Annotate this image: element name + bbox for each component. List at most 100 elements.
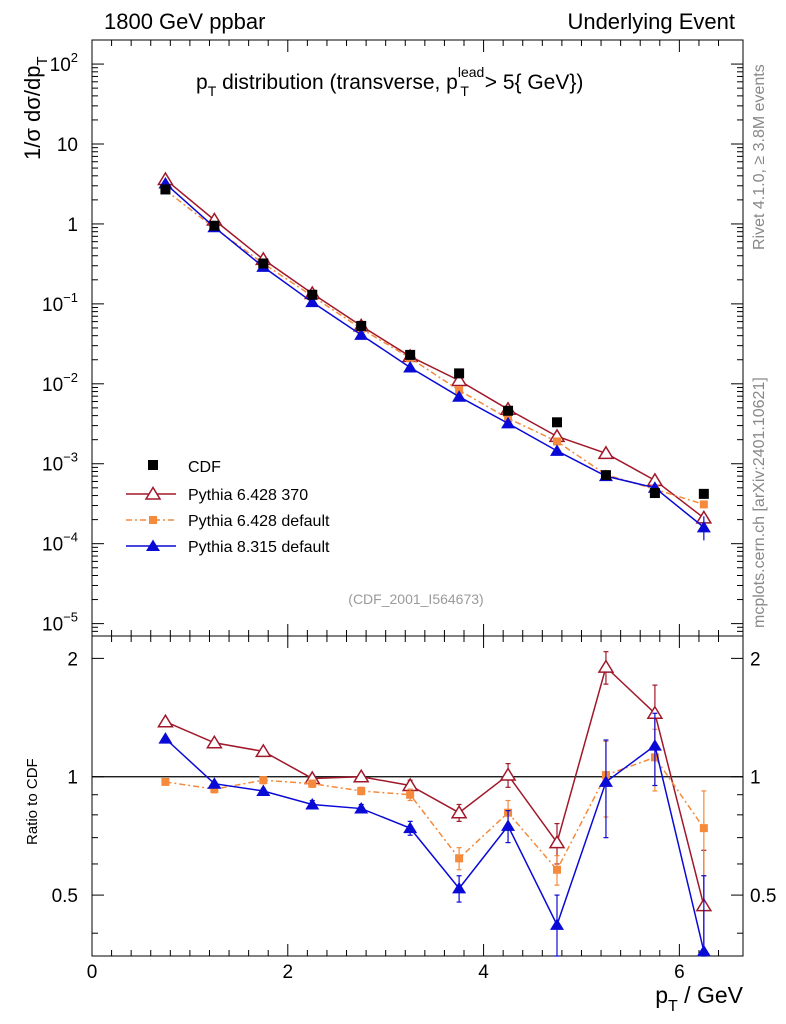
ratio-point-pythia-6-428-370 [352, 768, 370, 783]
legend-entry-pythia-8315-default: Pythia 8.315 default [126, 539, 330, 556]
ratio-point-pythia-6-428-default [699, 824, 708, 833]
mcplots-label: mcplots.cern.ch [arXiv:2401.10621] [751, 377, 768, 628]
legend-label-pythia-6428-default: Pythia 6.428 default [188, 513, 330, 530]
ratio-point-pythia-6-428-default [406, 790, 415, 799]
ratio-point-pythia-8-315-default [305, 797, 320, 810]
main-point-pythia-6-428-default [699, 500, 708, 509]
ratio-y-tick-label-right: 2 [750, 649, 761, 670]
ratio-point-pythia-6-428-default [308, 779, 317, 788]
ratio-point-pythia-6-428-370 [499, 767, 517, 781]
ratio-point-pythia-8-315-default [354, 802, 369, 814]
x-tick-label: 2 [283, 962, 294, 983]
main-point-pythia-8-315-default [696, 520, 711, 533]
ratio-y-tick-label-left: 0.5 [52, 886, 78, 907]
main-point-pythia-8-315-default [452, 390, 467, 402]
main-point-cdf [649, 488, 660, 499]
ratio-point-pythia-8-315-default [158, 732, 173, 744]
ratio-ticks: 0.5 0.5 1 1 2 2 0 2 4 6 [52, 636, 776, 983]
main-point-pythia-8-315-default [550, 444, 564, 456]
ratio-point-pythia-8-315-default [696, 944, 711, 957]
legend-label-pythia-6428-370: Pythia 6.428 370 [188, 487, 308, 504]
legend-label-cdf: CDF [188, 459, 221, 476]
ratio-point-pythia-6-428-default [553, 865, 561, 874]
ratio-y-tick-label-left: 1 [67, 768, 78, 789]
ratio-point-pythia-6-428-370 [548, 834, 566, 849]
header-right: Underlying Event [567, 9, 735, 34]
x-tick-label: 0 [87, 962, 98, 983]
header-left: 1800 GeV ppbar [104, 9, 265, 34]
ratio-series [157, 651, 713, 957]
ratio-plot-frame [91, 635, 744, 957]
legend-entry-pythia-6428-default: Pythia 6.428 default [126, 513, 330, 530]
main-plot: pT distribution (transverse, plead T > 5{… [20, 39, 744, 637]
legend-label-pythia-8315-default: Pythia 8.315 default [188, 539, 330, 556]
main-point-cdf [503, 405, 514, 416]
main-point-cdf [600, 470, 611, 481]
ratio-y-tick-label-left: 2 [67, 649, 78, 670]
ratio-y-axis-label: Ratio to CDF [24, 758, 41, 845]
main-y-tick-label: 10−3 [42, 450, 78, 476]
ratio-point-pythia-6-428-370 [206, 734, 223, 749]
legend-entry-pythia-6428-370: Pythia 6.428 370 [126, 486, 308, 504]
main-point-cdf [405, 349, 416, 360]
main-point-pythia-8-315-default [354, 328, 369, 340]
main-y-tick-label: 10−2 [42, 370, 78, 396]
main-point-pythia-6-428-default [553, 437, 561, 446]
main-y-axis-label: 1/σ dσ/dpT [20, 56, 51, 160]
main-point-pythia-8-315-default [403, 360, 418, 373]
ratio-point-pythia-8-315-default [598, 775, 613, 787]
ratio-point-pythia-6-428-default [210, 785, 219, 794]
main-point-cdf [698, 488, 709, 499]
main-y-tick-label: 102 [50, 50, 78, 76]
ratio-point-pythia-6-428-default [161, 777, 170, 786]
ratio-point-pythia-8-315-default [207, 777, 222, 789]
ratio-y-tick-label-right: 0.5 [750, 886, 776, 907]
ratio-line-pythia-6-428-default [165, 756, 705, 872]
main-point-cdf [454, 368, 465, 379]
main-point-cdf [552, 417, 562, 428]
ratio-plot: Ratio to CDF 0.5 0.5 1 1 2 2 0 2 4 6 pT / GeV [24, 635, 776, 1015]
ratio-y-tick-label-right: 1 [750, 768, 761, 789]
ratio-point-pythia-8-315-default [256, 784, 271, 796]
main-point-pythia-6-428-370 [597, 445, 615, 460]
ratio-point-pythia-6-428-370 [157, 713, 174, 728]
main-point-cdf [160, 184, 171, 195]
ratio-point-pythia-6-428-default [259, 776, 268, 785]
watermark: (CDF_2001_I564673) [348, 591, 483, 607]
ratio-line-pythia-8-315-default [164, 738, 705, 952]
main-y-tick-label: 10 [57, 135, 78, 156]
main-y-tick-label: 10−1 [42, 290, 78, 316]
legend-marker-cdf [148, 460, 158, 470]
legend-entry-cdf: CDF [148, 459, 221, 476]
ratio-point-pythia-8-315-default [501, 819, 516, 831]
ratio-line-pythia-6-428-370 [165, 665, 705, 906]
ratio-point-pythia-8-315-default [550, 918, 564, 930]
main-line-pythia-6-428-370 [164, 178, 705, 519]
ratio-point-pythia-6-428-370 [597, 659, 615, 673]
ratio-point-pythia-8-315-default [452, 881, 467, 894]
main-line-pythia-6-428-default [164, 189, 705, 506]
main-point-pythia-8-315-default [501, 416, 516, 429]
main-y-tick-label: 1 [67, 215, 78, 236]
main-point-cdf [209, 220, 220, 231]
ratio-point-pythia-6-428-370 [450, 804, 468, 819]
ratio-point-pythia-8-315-default [647, 739, 662, 751]
ratio-point-pythia-6-428-default [357, 786, 366, 795]
ratio-point-pythia-6-428-default [455, 854, 464, 863]
main-y-tick-label: 10−5 [42, 610, 78, 636]
main-point-pythia-6-428-370 [450, 372, 468, 387]
legend: CDF Pythia 6.428 370 Pythia 6.428 defaul… [126, 459, 330, 556]
legend-marker-pythia-6428-default [149, 516, 157, 524]
main-point-cdf [258, 258, 269, 269]
main-point-cdf [356, 320, 367, 331]
main-y-ticks: 102 10 1 10−1 10−2 10−3 10−4 10−5 [42, 39, 743, 637]
main-point-pythia-8-315-default [305, 295, 320, 308]
rivet-label: Rivet 4.1.0, ≥ 3.8M events [751, 64, 768, 250]
x-axis-label: pT / GeV [655, 982, 743, 1015]
ratio-point-pythia-8-315-default [403, 821, 418, 834]
legend-marker-pythia-8315-default [146, 539, 160, 551]
x-tick-label: 4 [478, 962, 489, 983]
main-series [157, 171, 713, 541]
ratio-point-pythia-6-428-370 [254, 743, 272, 758]
